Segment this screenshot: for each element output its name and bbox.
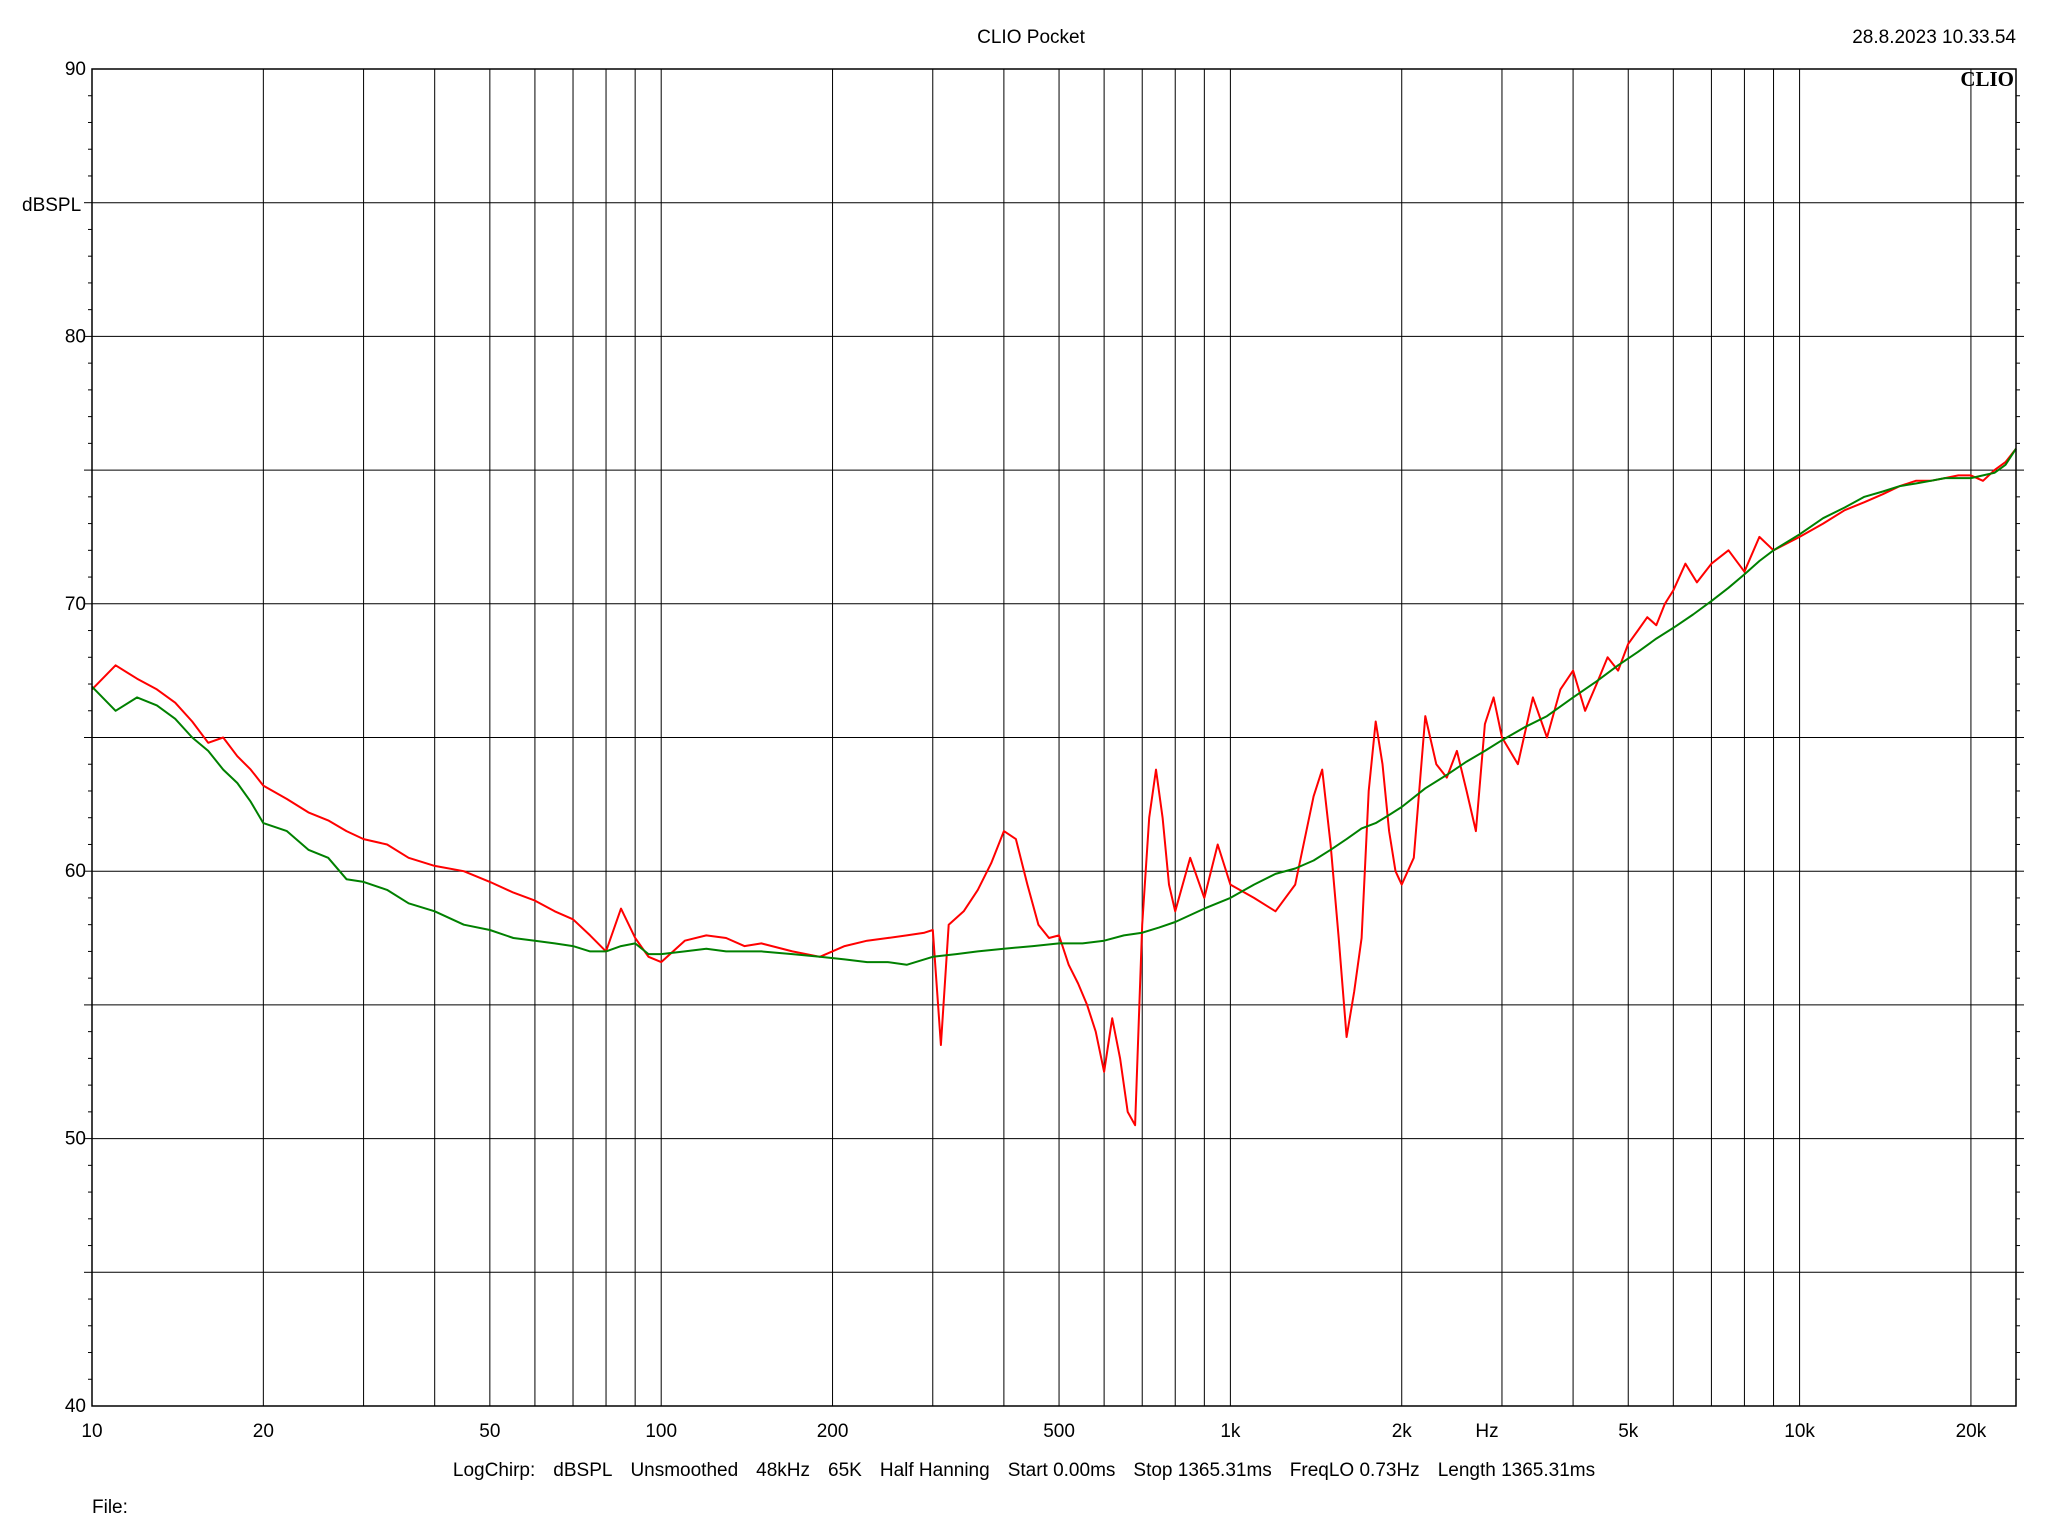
status-item: Half Hanning [879, 1460, 990, 1481]
x-tick-label: 10k [1784, 1421, 1815, 1442]
measurement-settings: LogChirp: dBSPL Unsmoothed 48kHz 65K Half Han… [0, 1460, 2048, 1482]
x-axis-label: Hz [1475, 1421, 1498, 1442]
status-item: dBSPL [553, 1460, 613, 1481]
file-label: File: [92, 1497, 128, 1518]
x-tick-label: 500 [1043, 1421, 1075, 1442]
grid-lines [84, 69, 2024, 1406]
x-tick-label: 5k [1618, 1421, 1639, 1442]
y-tick-label: 40 [65, 1396, 86, 1417]
y-tick-label: 90 [65, 59, 86, 80]
plot-frame [91, 68, 2017, 1407]
x-tick-label: 2k [1392, 1421, 1413, 1442]
status-item: Length 1365.31ms [1437, 1460, 1596, 1481]
y-axis-label: dBSPL [22, 195, 81, 216]
status-item: Start 0.00ms [1007, 1460, 1116, 1481]
y-tick-label: 70 [65, 594, 86, 615]
y-tick-label: 50 [65, 1129, 86, 1150]
x-tick-labels: 10 20 50 100 200 500 1k 2k 5k 10k 20k [81, 1421, 1986, 1442]
y-tick-label: 80 [65, 326, 86, 347]
timestamp: 28.8.2023 10.33.54 [1852, 27, 2016, 48]
status-item: LogChirp: [452, 1460, 536, 1481]
x-tick-label: 20 [253, 1421, 274, 1442]
status-item: 48kHz [756, 1460, 811, 1481]
x-tick-label: 20k [1956, 1421, 1987, 1442]
chart-title: CLIO Pocket [977, 27, 1085, 48]
status-item: 65K [828, 1460, 862, 1481]
series-line-2 [91, 448, 2017, 966]
clio-logo: CLIO [1960, 67, 2014, 91]
y-tick-label: 60 [65, 861, 86, 882]
series-layer [91, 448, 2017, 1127]
x-tick-label: 200 [817, 1421, 849, 1442]
series-line-1 [91, 448, 2017, 1127]
status-item: Stop 1365.31ms [1133, 1460, 1272, 1481]
x-tick-label: 10 [81, 1421, 102, 1442]
status-item: Unsmoothed [630, 1460, 739, 1481]
y-tick-labels: 40 50 60 70 80 90 [65, 59, 86, 1417]
x-tick-label: 1k [1220, 1421, 1241, 1442]
status-item: FreqLO 0.73Hz [1289, 1460, 1420, 1481]
x-tick-label: 50 [479, 1421, 500, 1442]
x-tick-label: 100 [645, 1421, 677, 1442]
